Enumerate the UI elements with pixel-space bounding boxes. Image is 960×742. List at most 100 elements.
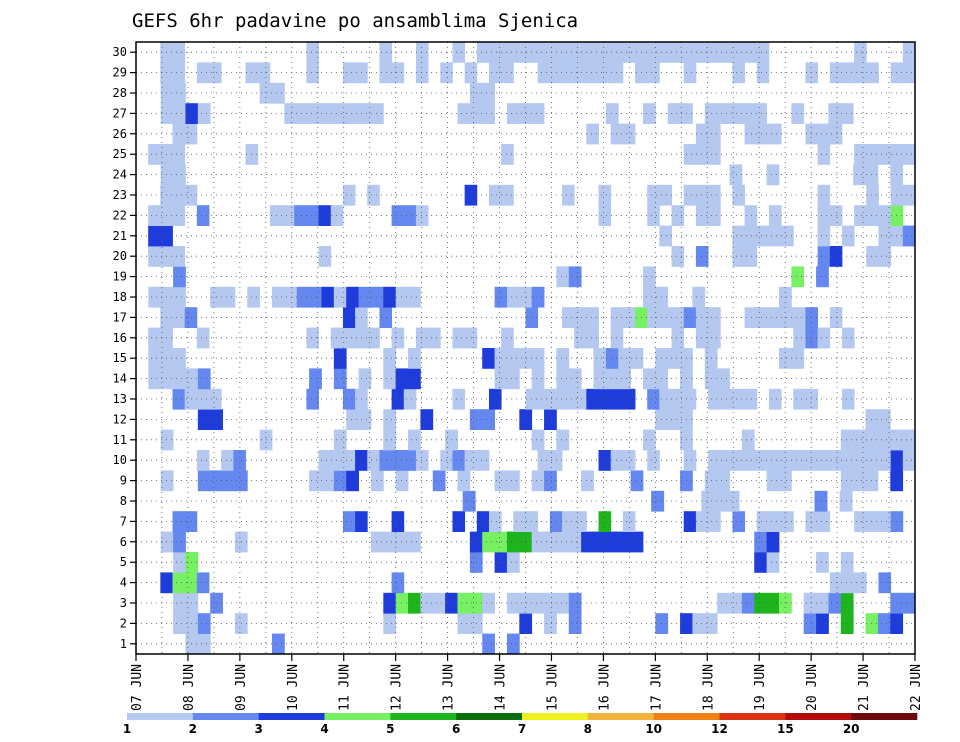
heatmap-cell [556,348,570,369]
heatmap-cell [841,225,855,247]
heatmap-cell [902,450,916,471]
heatmap-cell [415,327,429,349]
y-tick-label: 30 [113,45,127,59]
heatmap-cell [598,450,612,471]
heatmap-cell [744,388,758,410]
heatmap-cell [537,62,551,84]
heatmap-cell [841,572,855,594]
y-axis: 1234567891011121314151617181920212223242… [113,45,136,651]
heatmap-cell [659,225,672,247]
heatmap-cell [756,307,770,328]
heatmap-cell [506,552,520,573]
heatmap-cell [196,327,210,349]
heatmap-cell [768,225,782,247]
heatmap-cell [814,490,828,512]
heatmap-cell [172,511,186,532]
legend-swatch [719,713,786,720]
heatmap-cell [717,103,730,124]
heatmap-cell [531,368,545,390]
heatmap-cell [622,123,636,145]
heatmap-cell [756,123,770,145]
heatmap-cell [383,286,397,308]
heatmap-cell [333,470,347,492]
heatmap-cell [768,123,782,145]
y-tick-label: 3 [120,596,127,610]
heatmap-cell [667,409,681,430]
heatmap-cell [383,368,397,390]
x-tick-label: 08 JUN [182,664,197,711]
heatmap-cell [816,552,829,573]
heatmap-cell [562,184,575,206]
heatmap-cell [651,490,665,512]
heatmap-cell [342,388,356,410]
heatmap-cell [494,368,508,390]
heatmap-cell [306,388,319,410]
heatmap-cell [197,368,211,390]
heatmap-cell [537,388,551,410]
heatmap-cell [717,592,730,614]
heatmap-cell [148,246,161,267]
heatmap-cell [562,511,575,532]
heatmap-cell [173,266,186,288]
heatmap-cell [379,42,393,63]
heatmap-cell [464,450,478,471]
heatmap-cell [272,286,285,308]
heatmap-cell [342,511,356,532]
legend-label: 7 [518,722,526,736]
heatmap-cell [457,470,471,492]
heatmap-cell [642,103,656,124]
heatmap-cell [598,42,612,63]
legend-label: 1 [123,722,131,736]
heatmap-cell [383,592,397,614]
heatmap-cell [488,42,502,63]
y-tick-label: 11 [113,433,127,447]
heatmap-cell [342,184,356,206]
heatmap-cell [462,490,476,512]
heatmap-cell [506,531,520,553]
y-tick-label: 4 [120,576,127,590]
heatmap-cell [618,348,632,369]
heatmap-cell [866,62,879,84]
heatmap-cell [309,470,322,492]
heatmap-cell [778,348,792,369]
heatmap-cell [172,205,186,226]
heatmap-cell [840,592,854,614]
heatmap-cell [506,633,520,655]
heatmap-cell [622,511,636,532]
heatmap-cell [482,103,495,124]
heatmap-cell [379,62,393,84]
heatmap-cell [173,348,186,369]
heatmap-cell [403,388,417,410]
heatmap-cell [841,450,855,471]
heatmap-cell [160,531,174,553]
heatmap-cell [695,205,709,226]
x-tick-label: 10 JUN [286,664,301,711]
heatmap-cell [568,266,582,288]
heatmap-cell [671,205,685,226]
heatmap-cell [272,633,285,655]
heatmap-cell [877,613,891,634]
legend-swatch [192,713,259,720]
heatmap-cell [209,62,222,84]
heatmap-cell [346,470,359,492]
heatmap-cell [768,450,782,471]
heatmap-cell [877,429,891,451]
heatmap-cell [744,225,758,247]
heatmap-cell [732,246,745,267]
heatmap-cell [160,470,174,492]
heatmap-cell [506,348,520,369]
heatmap-cell [717,368,730,390]
heatmap-cell [196,572,210,594]
heatmap-cell [531,286,545,308]
heatmap-cell [902,184,916,206]
legend-swatch [785,713,852,720]
heatmap-cell [593,368,607,390]
heatmap-cell [457,103,471,124]
y-tick-label: 8 [120,494,127,508]
heatmap-cell [403,450,417,471]
heatmap-cell [160,286,174,308]
heatmap-cell [793,388,806,410]
heatmap-cell [457,592,471,614]
heatmap-cell [148,327,161,349]
heatmap-cell [854,144,867,165]
